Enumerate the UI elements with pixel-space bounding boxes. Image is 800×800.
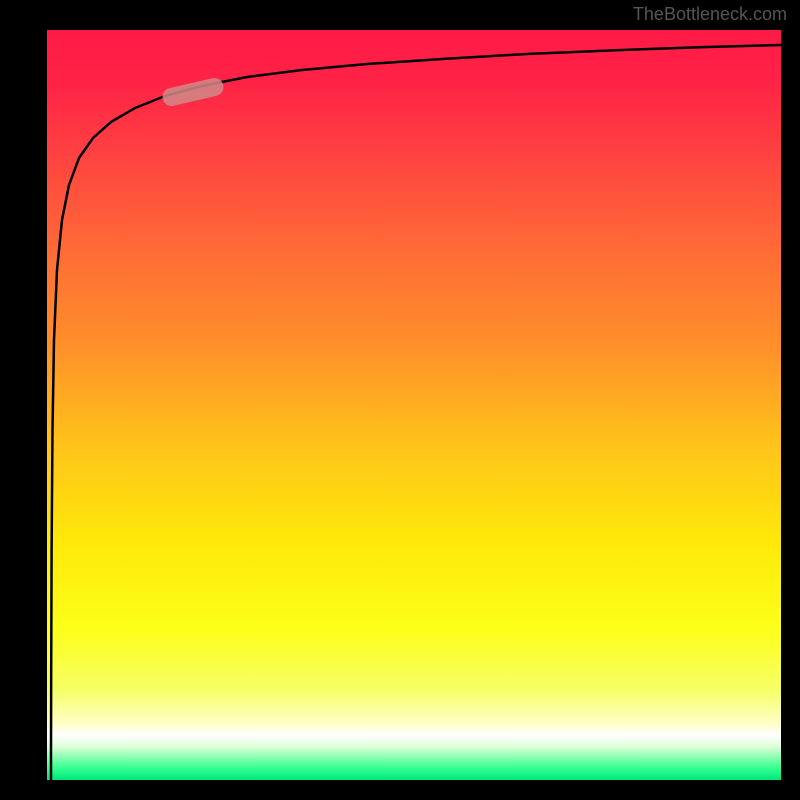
bottleneck-curve [47,30,781,780]
plot-area [47,30,781,780]
attribution-label: TheBottleneck.com [633,4,787,25]
